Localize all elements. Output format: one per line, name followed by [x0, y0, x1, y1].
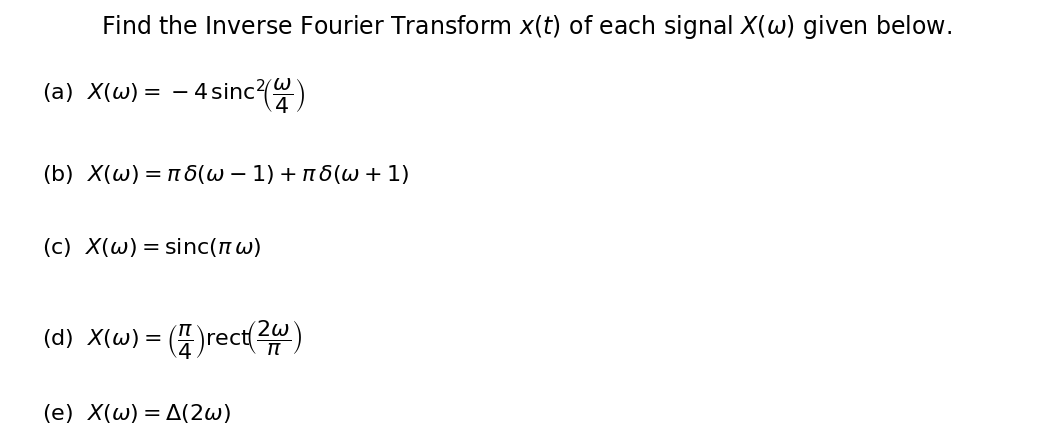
- Text: (e)  $X(\omega) = \Delta(2\omega)$: (e) $X(\omega) = \Delta(2\omega)$: [42, 401, 231, 424]
- Text: (d)  $X(\omega) = \left(\dfrac{\pi}{4}\right) \mathrm{rect}\!\left(\dfrac{2\omeg: (d) $X(\omega) = \left(\dfrac{\pi}{4}\ri…: [42, 317, 303, 360]
- Text: (a)  $X(\omega) = -4\,\mathrm{sinc}^2\!\left(\dfrac{\omega}{4}\right)$: (a) $X(\omega) = -4\,\mathrm{sinc}^2\!\l…: [42, 76, 305, 115]
- Text: (b)  $X(\omega) = \pi\,\delta(\omega - 1) + \pi\,\delta(\omega + 1)$: (b) $X(\omega) = \pi\,\delta(\omega - 1)…: [42, 162, 410, 185]
- Text: Find the Inverse Fourier Transform $x(t)$ of each signal $X(\omega)$ given below: Find the Inverse Fourier Transform $x(t)…: [101, 13, 951, 41]
- Text: (c)  $X(\omega) = \mathrm{sinc}(\pi\,\omega)$: (c) $X(\omega) = \mathrm{sinc}(\pi\,\ome…: [42, 236, 262, 259]
